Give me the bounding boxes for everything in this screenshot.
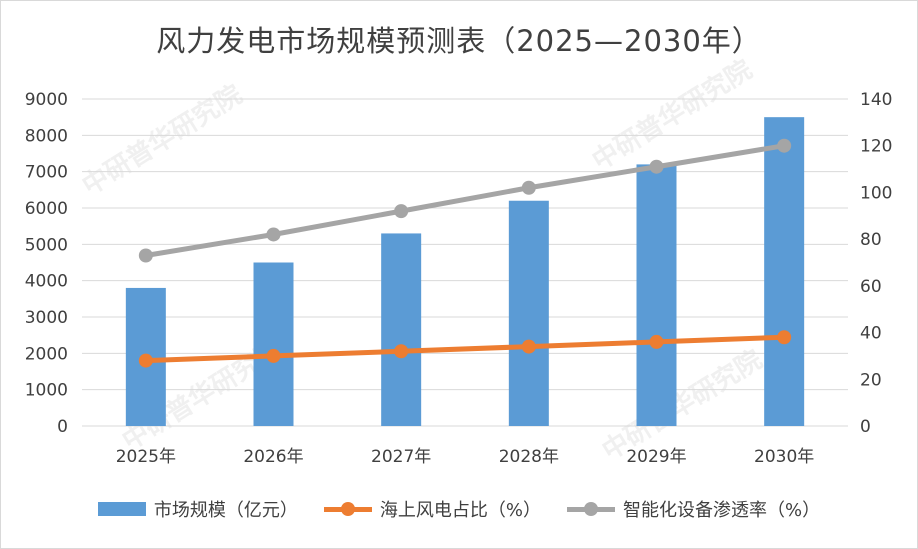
data-point [266, 227, 281, 242]
data-point [521, 339, 536, 354]
bar-series [125, 117, 805, 427]
right-axis-tick-label: 120 [860, 137, 892, 157]
data-point [649, 159, 664, 174]
legend-label: 海上风电占比（%） [379, 500, 541, 521]
left-axis-tick-label: 4000 [25, 272, 68, 292]
series-line [145, 143, 785, 258]
legend-item: 市场规模（亿元） [97, 496, 298, 522]
axis-labels: 0 1000 2000 3000 4000 5000 6000 7000 8000 9000 0 20… [25, 90, 893, 467]
bar [381, 233, 422, 426]
bar [636, 164, 677, 426]
data-point [521, 180, 536, 195]
left-axis-tick-label: 8000 [25, 126, 68, 146]
right-axis-tick-label: 80 [860, 230, 882, 250]
legend-label: 市场规模（亿元） [153, 500, 298, 521]
legend-line-swatch [323, 502, 372, 516]
left-axis-tick-label: 6000 [25, 199, 68, 219]
legend: 市场规模（亿元） 海上风电占比（%） 智能化设备渗透率（%） [0, 494, 918, 524]
left-axis-tick-label: 0 [57, 417, 68, 437]
left-axis-tick-label: 2000 [25, 344, 68, 364]
series-line [145, 334, 785, 364]
legend-line-swatch [567, 502, 615, 516]
right-axis-tick-label: 40 [860, 324, 882, 344]
data-point [394, 204, 409, 219]
bar [764, 117, 805, 427]
data-point [777, 138, 792, 153]
line-series [138, 138, 792, 368]
right-axis-tick-label: 140 [860, 90, 892, 110]
x-axis-tick-label: 2028年 [499, 447, 559, 467]
left-axis-tick-label: 3000 [25, 308, 68, 328]
gridlines [82, 98, 848, 427]
x-axis-tick-label: 2025年 [116, 447, 176, 467]
right-axis-tick-label: 0 [860, 417, 871, 437]
legend-item: 智能化设备渗透率（%） [567, 496, 820, 522]
data-point [266, 348, 281, 363]
left-axis-tick-label: 9000 [25, 90, 68, 110]
right-axis-tick-label: 100 [860, 183, 892, 203]
right-axis-tick-label: 20 [860, 370, 882, 390]
chart-title: 风力发电市场规模预测表（2025—2030年） [156, 24, 762, 58]
data-point [138, 353, 153, 368]
bar [253, 262, 294, 426]
data-point [777, 330, 792, 345]
data-point [394, 344, 409, 359]
left-axis-tick-label: 5000 [25, 235, 68, 255]
x-axis-tick-label: 2026年 [243, 447, 303, 467]
left-axis-tick-label: 7000 [25, 163, 68, 183]
legend-item: 海上风电占比（%） [323, 496, 541, 522]
x-axis-tick-label: 2029年 [626, 447, 686, 467]
data-point [649, 334, 664, 349]
data-point [138, 248, 153, 263]
x-axis-tick-label: 2027年 [371, 447, 431, 467]
bar [508, 200, 549, 426]
x-axis-tick-label: 2030年 [754, 447, 814, 467]
legend-label: 智能化设备渗透率（%） [623, 500, 821, 521]
right-axis-tick-label: 60 [860, 277, 882, 297]
legend-bar-swatch [97, 502, 146, 516]
left-axis-tick-label: 1000 [25, 381, 68, 401]
